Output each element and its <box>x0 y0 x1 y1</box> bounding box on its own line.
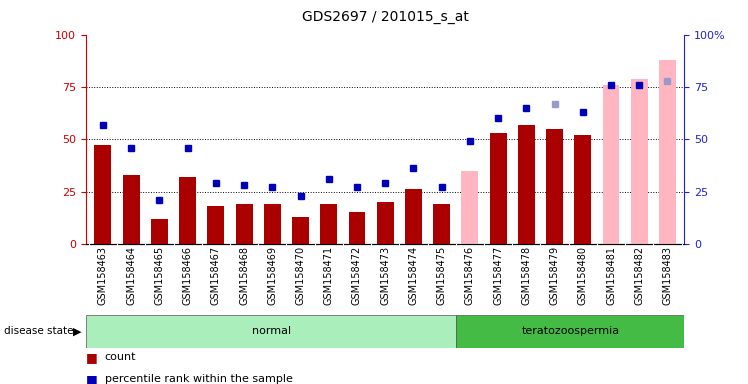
Text: GSM158475: GSM158475 <box>437 246 447 305</box>
Text: GSM158467: GSM158467 <box>211 246 221 305</box>
Text: GSM158466: GSM158466 <box>183 246 193 305</box>
Text: ▶: ▶ <box>73 326 81 336</box>
Text: GSM158469: GSM158469 <box>267 246 278 305</box>
Bar <box>603 85 619 244</box>
Text: count: count <box>105 352 136 362</box>
Bar <box>631 78 648 244</box>
Text: GDS2697 / 201015_s_at: GDS2697 / 201015_s_at <box>301 10 469 23</box>
Bar <box>433 204 450 244</box>
Text: ■: ■ <box>86 373 98 384</box>
Text: GSM158473: GSM158473 <box>380 246 390 305</box>
Text: GSM158482: GSM158482 <box>634 246 644 305</box>
Text: ■: ■ <box>86 351 98 364</box>
Text: GSM158478: GSM158478 <box>521 246 531 305</box>
Bar <box>490 133 506 244</box>
Text: GSM158476: GSM158476 <box>465 246 475 305</box>
Bar <box>377 202 393 244</box>
Text: GSM158479: GSM158479 <box>550 246 560 305</box>
Bar <box>659 60 676 244</box>
Text: GSM158464: GSM158464 <box>126 246 136 305</box>
Text: GSM158470: GSM158470 <box>295 246 305 305</box>
Text: GSM158465: GSM158465 <box>154 246 165 305</box>
Text: GSM158471: GSM158471 <box>324 246 334 305</box>
Bar <box>86 315 456 348</box>
Bar <box>518 124 535 244</box>
Bar <box>349 212 366 244</box>
Text: GSM158480: GSM158480 <box>577 246 588 305</box>
Text: GSM158472: GSM158472 <box>352 246 362 305</box>
Bar <box>546 129 563 244</box>
Text: teratozoospermia: teratozoospermia <box>521 326 619 336</box>
Bar <box>320 204 337 244</box>
Text: GSM158468: GSM158468 <box>239 246 249 305</box>
Text: GSM158477: GSM158477 <box>493 246 503 305</box>
Bar <box>207 206 224 244</box>
Bar <box>236 204 253 244</box>
Text: GSM158481: GSM158481 <box>606 246 616 305</box>
Bar <box>456 315 684 348</box>
Text: percentile rank within the sample: percentile rank within the sample <box>105 374 292 384</box>
Text: GSM158483: GSM158483 <box>663 246 672 305</box>
Bar <box>462 170 479 244</box>
Text: GSM158474: GSM158474 <box>408 246 418 305</box>
Bar <box>180 177 196 244</box>
Bar <box>264 204 280 244</box>
Bar <box>574 135 591 244</box>
Text: normal: normal <box>251 326 291 336</box>
Bar <box>405 189 422 244</box>
Bar <box>123 175 140 244</box>
Text: disease state: disease state <box>4 326 73 336</box>
Text: GSM158463: GSM158463 <box>98 246 108 305</box>
Bar <box>151 219 168 244</box>
Bar <box>94 146 111 244</box>
Bar <box>292 217 309 244</box>
